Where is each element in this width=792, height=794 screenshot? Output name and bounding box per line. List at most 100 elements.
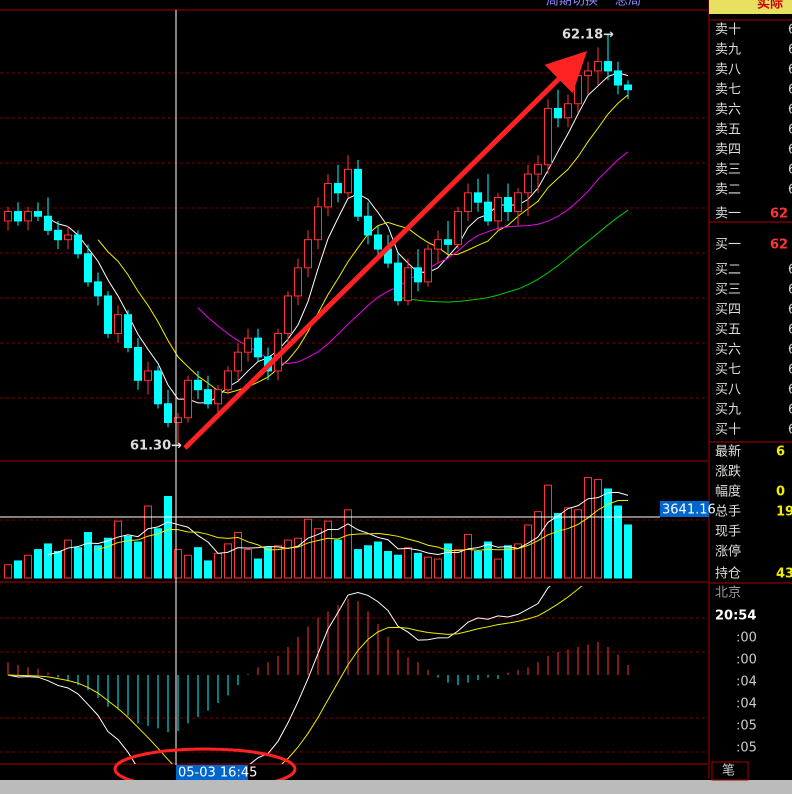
quote-value: 43 bbox=[776, 567, 792, 582]
ask-label: 卖三 bbox=[715, 163, 741, 178]
volume-bar bbox=[614, 505, 622, 579]
volume-bar bbox=[14, 560, 22, 579]
candle-body bbox=[44, 215, 52, 231]
ask-value: 6 bbox=[788, 43, 792, 58]
volume-bar bbox=[214, 552, 222, 579]
volume-bar bbox=[404, 547, 412, 579]
candle-body bbox=[174, 417, 182, 423]
candle-body bbox=[24, 211, 32, 222]
volume-bar bbox=[144, 505, 152, 579]
bid-label: 买一 bbox=[715, 238, 741, 253]
candle-body bbox=[604, 61, 612, 72]
candle-body bbox=[224, 370, 232, 391]
candle-body bbox=[134, 347, 142, 381]
tick-time: :04 bbox=[736, 697, 757, 712]
tab[interactable]: 总局 bbox=[615, 0, 641, 9]
volume-bar bbox=[454, 549, 462, 579]
location: 北京 bbox=[715, 586, 741, 601]
candle-body bbox=[124, 314, 132, 348]
volume-bar bbox=[514, 543, 522, 579]
volume-bar bbox=[134, 541, 142, 579]
ask-label: 卖一 bbox=[715, 207, 741, 222]
macd-pane bbox=[7, 586, 629, 764]
cursor-time-box bbox=[176, 765, 248, 780]
volume-bar bbox=[124, 535, 132, 579]
cursor-time: 05-03 16:45 bbox=[178, 766, 257, 781]
tick-time: :05 bbox=[736, 741, 757, 756]
volume-bar bbox=[604, 488, 612, 579]
candle-body bbox=[524, 173, 532, 194]
candle-body bbox=[304, 239, 312, 269]
ask-label: 卖九 bbox=[715, 43, 741, 58]
candle-body bbox=[104, 295, 112, 334]
candle-body bbox=[234, 351, 242, 372]
title: 实际 bbox=[757, 0, 783, 12]
ask-value: 6 bbox=[788, 163, 792, 178]
bid-label: 买二 bbox=[715, 263, 741, 278]
candle-body bbox=[354, 168, 362, 217]
quote-label: 总手 bbox=[715, 505, 741, 520]
volume-bar bbox=[414, 552, 422, 579]
volume-bar bbox=[234, 532, 242, 579]
ask-value: 6 bbox=[788, 123, 792, 138]
tab[interactable]: 周期切换 bbox=[546, 0, 598, 9]
volume-bar bbox=[554, 513, 562, 579]
trend-arrow bbox=[183, 50, 588, 450]
ma-line bbox=[47, 72, 629, 404]
bid-label: 买六 bbox=[715, 343, 741, 358]
volume-bar bbox=[154, 528, 162, 579]
candle-body bbox=[154, 370, 162, 405]
candle-body bbox=[344, 168, 352, 194]
candle-body bbox=[564, 103, 572, 119]
ask-value: 6 bbox=[788, 63, 792, 78]
ask-value: 6 bbox=[788, 103, 792, 118]
low-label: 61.30→ bbox=[130, 439, 182, 454]
volume-bar bbox=[324, 520, 332, 579]
volume-bar bbox=[544, 484, 552, 579]
volume-bar bbox=[4, 564, 12, 579]
candle-body bbox=[94, 281, 102, 297]
quote-value: 6 bbox=[776, 445, 785, 460]
volume-bar bbox=[424, 556, 432, 579]
volume-bar bbox=[204, 560, 212, 579]
volume-bar bbox=[354, 549, 362, 579]
volume-bar bbox=[364, 545, 372, 579]
volume-bar bbox=[74, 547, 82, 579]
volume-bar bbox=[314, 528, 322, 579]
candle-body bbox=[4, 211, 12, 222]
candle-body bbox=[314, 206, 322, 241]
candle-body bbox=[424, 248, 432, 283]
volume-bar bbox=[184, 554, 192, 579]
volume-bar bbox=[464, 533, 472, 579]
volume-bar bbox=[594, 478, 602, 579]
ask-value: 6 bbox=[788, 23, 792, 38]
ask-label: 卖四 bbox=[715, 143, 741, 158]
title-bar bbox=[709, 0, 792, 14]
volume-bar bbox=[54, 550, 62, 579]
bid-label: 买四 bbox=[715, 303, 741, 318]
candle-body bbox=[244, 337, 252, 353]
ask-value: 6 bbox=[788, 143, 792, 158]
volume-bar bbox=[304, 518, 312, 579]
ask-value: 62 bbox=[770, 207, 788, 222]
quote-label: 现手 bbox=[715, 525, 741, 540]
cursor-value: 3641.16 bbox=[662, 503, 716, 518]
candle-body bbox=[204, 389, 212, 405]
candle-body bbox=[454, 211, 462, 245]
bid-value: 6 bbox=[788, 403, 792, 418]
high-label: 62.18→ bbox=[562, 28, 614, 43]
status-bar bbox=[0, 780, 792, 794]
quote-value: 19 bbox=[776, 505, 792, 520]
volume-bar bbox=[344, 509, 352, 579]
ask-label: 卖五 bbox=[715, 123, 741, 138]
quote-label: 涨跌 bbox=[715, 464, 741, 480]
candle-body bbox=[394, 262, 402, 302]
volume-bar bbox=[254, 558, 262, 579]
candle-body bbox=[214, 389, 222, 405]
volume-ma bbox=[47, 491, 629, 556]
quote-label: 持仓 bbox=[715, 567, 741, 582]
tab-label[interactable]: 笔 bbox=[722, 763, 735, 779]
candle-body bbox=[84, 253, 92, 283]
volume-bar bbox=[104, 537, 112, 579]
